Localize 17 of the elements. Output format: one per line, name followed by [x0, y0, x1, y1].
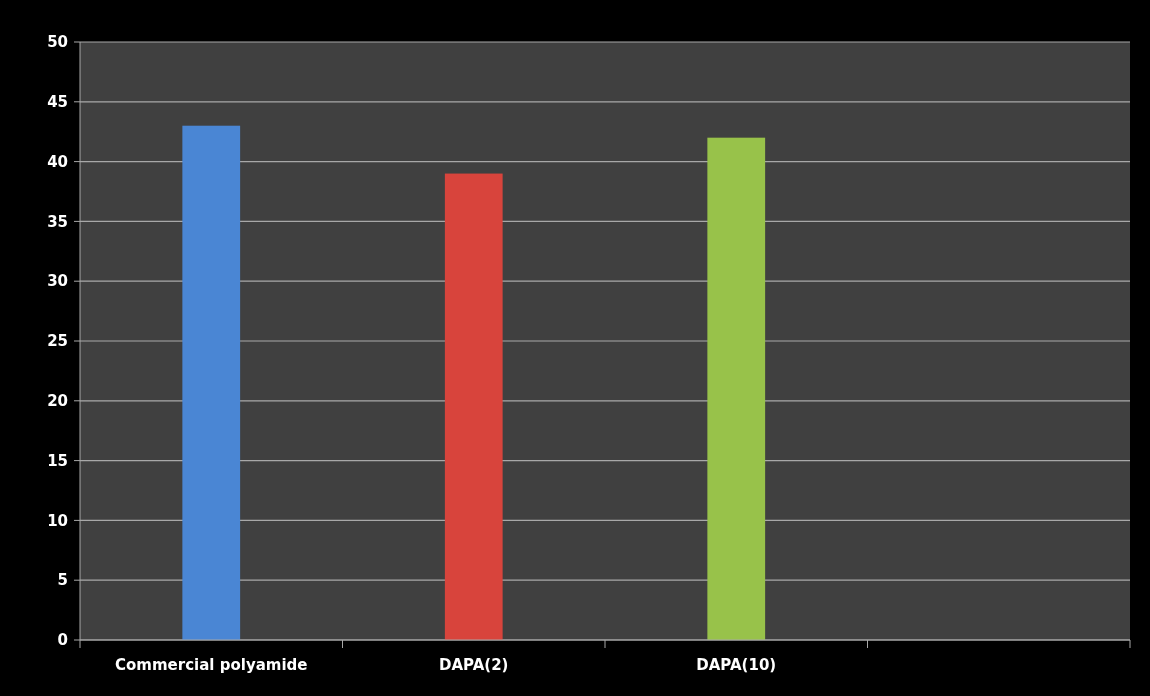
x-tick-label: DAPA(2) [439, 656, 509, 674]
bar [182, 125, 241, 640]
bar [707, 137, 766, 640]
bar [444, 173, 503, 640]
y-tick-label: 25 [47, 332, 68, 351]
y-tick-label: 45 [47, 93, 68, 112]
y-tick-label: 35 [47, 212, 68, 231]
y-tick-label: 10 [47, 511, 68, 530]
y-tick-label: 20 [47, 392, 68, 411]
y-tick-label: 0 [57, 631, 68, 650]
y-tick-label: 40 [47, 152, 68, 171]
y-tick-label: 50 [47, 33, 68, 52]
y-tick-label: 5 [57, 571, 68, 590]
y-tick-label: 30 [47, 272, 68, 291]
x-tick-label: DAPA(10) [696, 656, 777, 674]
x-tick-label: Commercial polyamide [115, 656, 308, 674]
y-tick-label: 15 [47, 451, 68, 470]
